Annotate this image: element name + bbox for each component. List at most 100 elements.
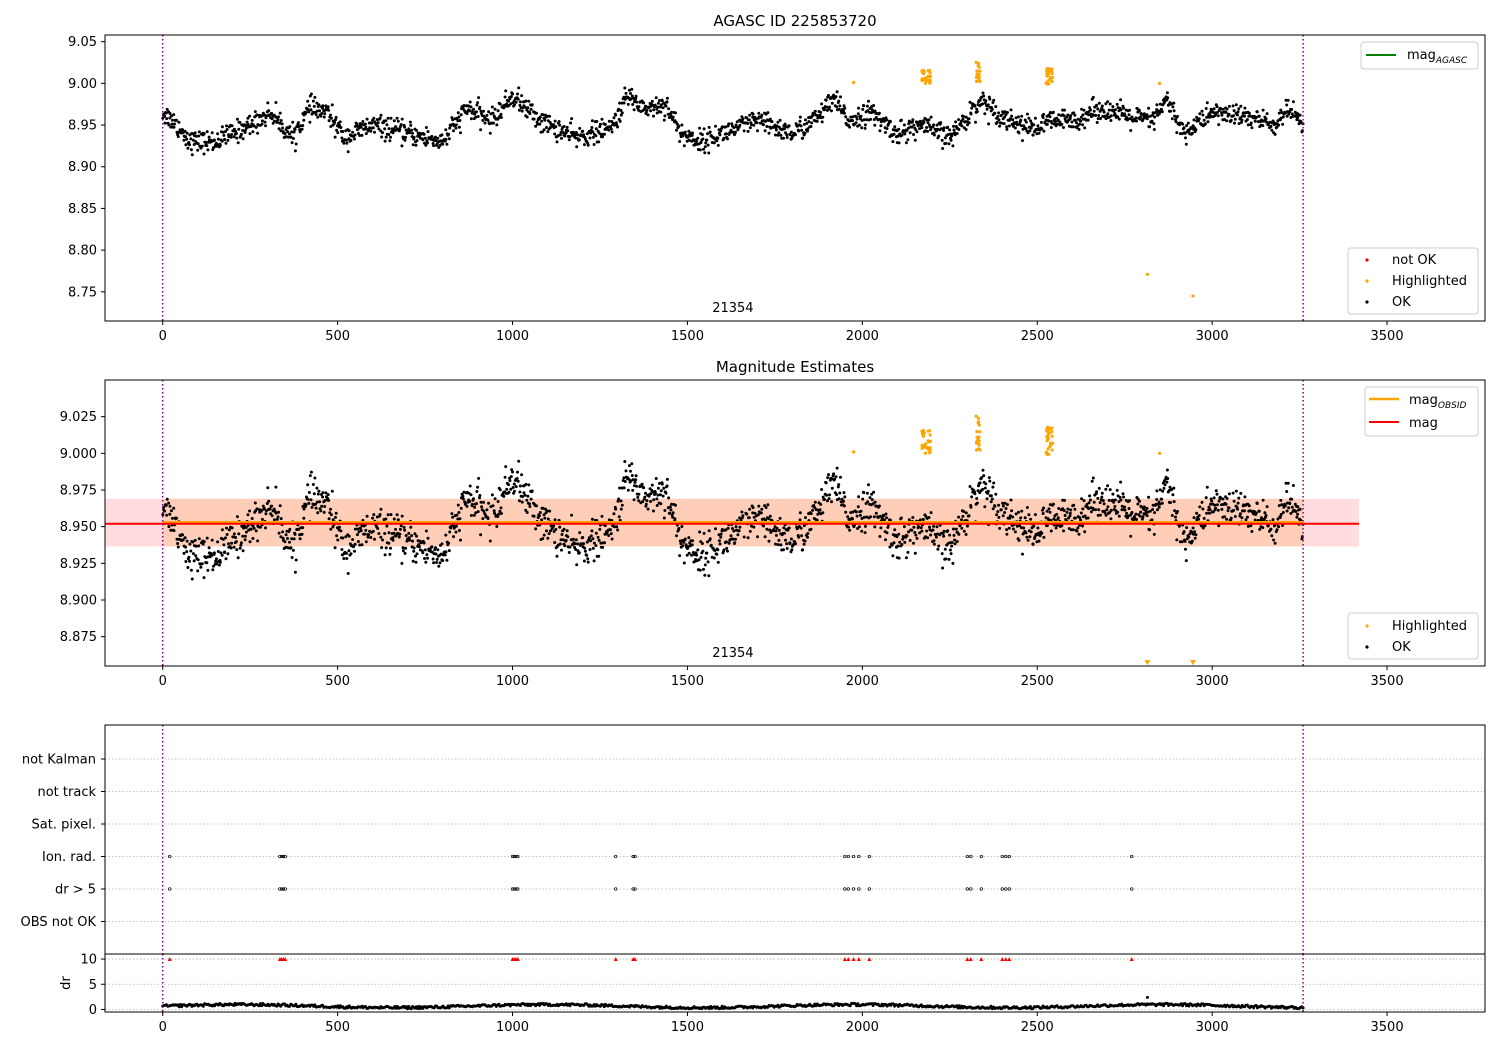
ok-point bbox=[1081, 123, 1084, 127]
ok-point bbox=[281, 536, 285, 540]
highlighted-point bbox=[1050, 430, 1054, 434]
panel-mag-ytick-label: 8.875 bbox=[60, 630, 97, 645]
ok-point bbox=[983, 101, 987, 105]
ok-point bbox=[652, 498, 656, 502]
highlighted-point bbox=[974, 448, 979, 452]
ok-point bbox=[1229, 516, 1233, 520]
ok-point bbox=[304, 503, 308, 507]
ok-point bbox=[734, 537, 737, 541]
ok-point bbox=[884, 538, 887, 542]
ok-point bbox=[1255, 110, 1259, 114]
ok-point bbox=[914, 533, 918, 537]
ok-point bbox=[270, 514, 274, 518]
ok-point bbox=[1058, 120, 1062, 124]
ok-point bbox=[432, 561, 436, 565]
ok-point bbox=[1208, 508, 1212, 512]
ok-point bbox=[553, 119, 557, 123]
ok-point bbox=[361, 120, 365, 123]
ok-point bbox=[716, 143, 720, 147]
ok-point bbox=[163, 121, 167, 125]
ok-point bbox=[908, 131, 912, 135]
ok-point bbox=[767, 539, 771, 543]
ok-point bbox=[857, 106, 861, 110]
ok-point bbox=[1094, 508, 1098, 512]
ok-point bbox=[509, 102, 513, 106]
ok-point bbox=[1123, 505, 1127, 509]
ok-point bbox=[495, 525, 499, 528]
ok-point bbox=[555, 554, 559, 558]
panel-mag-xtick-label: 0 bbox=[159, 674, 167, 689]
ok-point bbox=[246, 122, 250, 126]
ok-point bbox=[334, 515, 337, 519]
ok-point bbox=[706, 540, 709, 544]
ok-point bbox=[168, 112, 172, 115]
ok-point bbox=[709, 543, 713, 547]
ok-point bbox=[329, 507, 332, 511]
ok-point bbox=[651, 490, 655, 494]
ok-point bbox=[225, 124, 228, 128]
ok-point bbox=[1115, 102, 1119, 106]
ok-point bbox=[212, 551, 216, 555]
ok-point bbox=[207, 135, 211, 139]
ok-point bbox=[612, 512, 616, 516]
ok-point bbox=[669, 114, 673, 117]
ok-point bbox=[1102, 110, 1106, 114]
ok-point bbox=[778, 118, 782, 122]
ok-point bbox=[329, 513, 333, 517]
ok-point bbox=[776, 120, 780, 124]
ok-point bbox=[763, 129, 767, 133]
ok-point bbox=[738, 525, 742, 529]
ok-point bbox=[863, 123, 867, 127]
ok-point bbox=[276, 118, 280, 121]
ok-point bbox=[661, 494, 665, 498]
ok-point bbox=[1270, 534, 1274, 538]
ok-point bbox=[214, 141, 218, 145]
ok-point bbox=[167, 525, 171, 529]
ok-point bbox=[474, 115, 478, 119]
ok-point bbox=[861, 497, 865, 501]
ok-point bbox=[224, 130, 227, 133]
ok-point bbox=[1041, 512, 1045, 515]
ok-point bbox=[589, 534, 593, 538]
ok-point bbox=[217, 563, 221, 567]
flag-mark bbox=[510, 887, 515, 891]
ok-point bbox=[826, 476, 830, 480]
legend-box bbox=[1347, 247, 1479, 315]
flag-mark bbox=[843, 887, 847, 891]
ok-point bbox=[977, 484, 980, 488]
ok-point bbox=[851, 119, 854, 123]
ok-point bbox=[700, 542, 704, 545]
ok-point bbox=[545, 126, 548, 129]
ok-point bbox=[527, 99, 531, 103]
ok-point bbox=[1177, 524, 1181, 528]
ok-point bbox=[968, 100, 972, 104]
ok-point bbox=[480, 505, 484, 509]
ok-point bbox=[184, 135, 188, 139]
ok-point bbox=[707, 125, 711, 129]
ok-point bbox=[570, 513, 574, 517]
ok-point bbox=[333, 120, 337, 124]
ok-point bbox=[819, 110, 823, 114]
ok-point bbox=[1138, 499, 1141, 503]
ok-point bbox=[1170, 117, 1174, 121]
ok-point bbox=[736, 533, 740, 537]
ok-point bbox=[377, 127, 381, 131]
ok-point bbox=[465, 112, 469, 116]
ok-point bbox=[1021, 139, 1024, 143]
ok-point bbox=[288, 125, 292, 129]
ok-point bbox=[1040, 531, 1044, 535]
ok-point bbox=[220, 553, 224, 557]
ok-point bbox=[932, 133, 936, 137]
ok-point bbox=[401, 549, 405, 553]
ok-point bbox=[943, 547, 947, 551]
ok-point bbox=[403, 528, 407, 532]
ok-point bbox=[774, 533, 778, 537]
ok-point bbox=[422, 541, 426, 545]
ok-point bbox=[1192, 516, 1196, 520]
ok-point bbox=[292, 537, 296, 541]
ok-point bbox=[623, 460, 627, 463]
ok-point bbox=[517, 86, 521, 90]
ok-point bbox=[223, 137, 227, 141]
ok-point bbox=[1238, 514, 1242, 518]
ok-point bbox=[165, 117, 169, 121]
